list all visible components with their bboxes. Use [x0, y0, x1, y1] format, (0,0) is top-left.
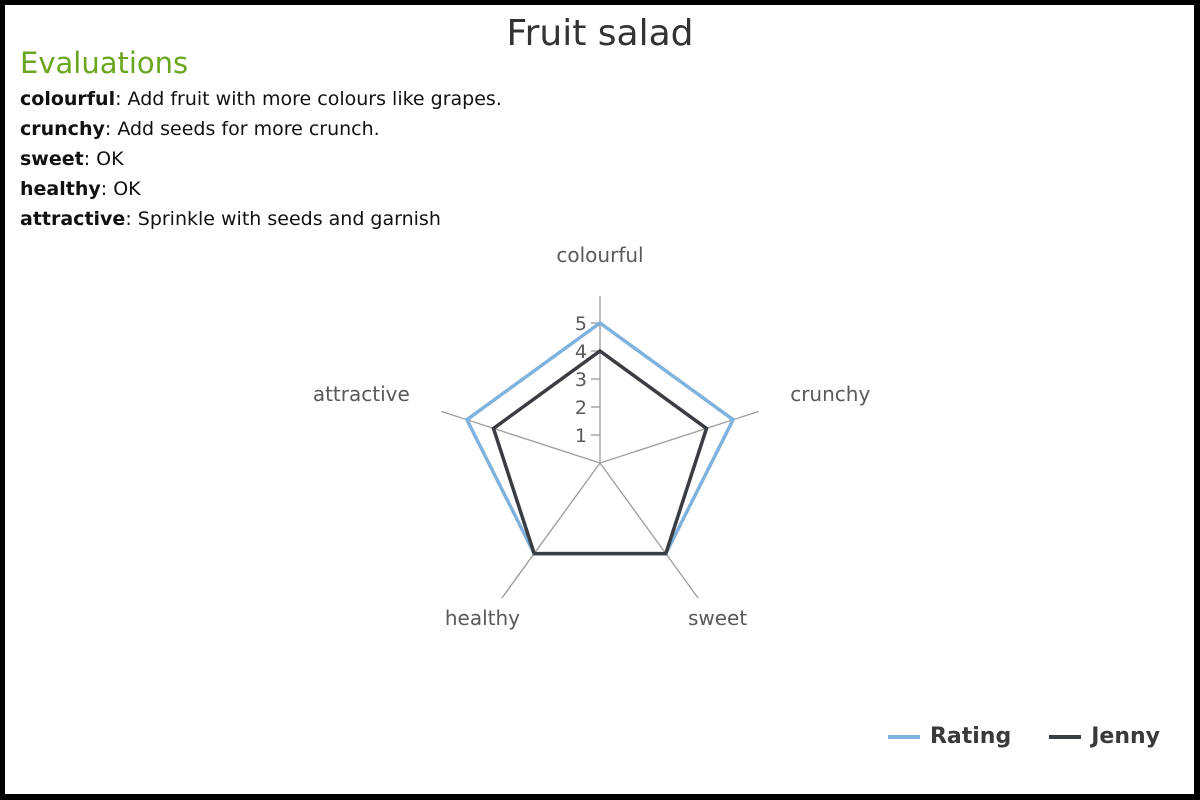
radial-tick-label: 4 — [575, 341, 587, 363]
evaluation-text: : Add fruit with more colours like grape… — [115, 88, 502, 110]
evaluation-key: attractive — [20, 208, 126, 230]
radial-tick-label: 1 — [575, 425, 587, 447]
category-label-crunchy: crunchy — [790, 382, 870, 406]
legend-label-rating: Rating — [929, 724, 1012, 749]
radial-tick-label: 2 — [575, 397, 587, 419]
evaluation-item: attractive: Sprinkle with seeds and garn… — [20, 204, 502, 234]
radar-spoke-healthy — [501, 462, 601, 599]
chart-title: Fruit salad — [506, 13, 694, 54]
legend-item-jenny: Jenny — [1049, 724, 1160, 749]
evaluation-item: healthy: OK — [20, 174, 502, 204]
evaluation-text: : OK — [100, 178, 141, 200]
legend-label-jenny: Jenny — [1091, 724, 1160, 749]
series-line-jenny — [491, 348, 709, 556]
category-label-healthy: healthy — [445, 606, 520, 630]
evaluations-list: colourful: Add fruit with more colours l… — [20, 84, 502, 234]
evaluation-text: : Add seeds for more crunch. — [104, 118, 380, 140]
radial-tick-label: 3 — [575, 369, 587, 391]
radial-tick-label: 5 — [575, 313, 587, 335]
evaluation-text: : Sprinkle with seeds and garnish — [125, 208, 441, 230]
chart-legend: Rating Jenny — [887, 724, 1160, 749]
radar-spoke-sweet — [599, 462, 699, 599]
evaluations-heading: Evaluations — [20, 46, 189, 80]
category-label-sweet: sweet — [688, 606, 747, 630]
legend-item-rating: Rating — [887, 724, 1012, 749]
evaluation-key: sweet — [20, 148, 84, 170]
legend-swatch-rating — [887, 734, 920, 739]
evaluation-key: crunchy — [20, 118, 105, 140]
evaluation-item: crunchy: Add seeds for more crunch. — [20, 114, 502, 144]
evaluation-item: colourful: Add fruit with more colours l… — [20, 84, 502, 114]
evaluation-key: colourful — [20, 88, 116, 110]
evaluation-text: : OK — [83, 148, 124, 170]
evaluation-key: healthy — [20, 178, 101, 200]
legend-swatch-jenny — [1049, 734, 1082, 739]
category-label-colourful: colourful — [556, 243, 643, 267]
category-label-attractive: attractive — [313, 382, 410, 406]
evaluation-item: sweet: OK — [20, 144, 502, 174]
